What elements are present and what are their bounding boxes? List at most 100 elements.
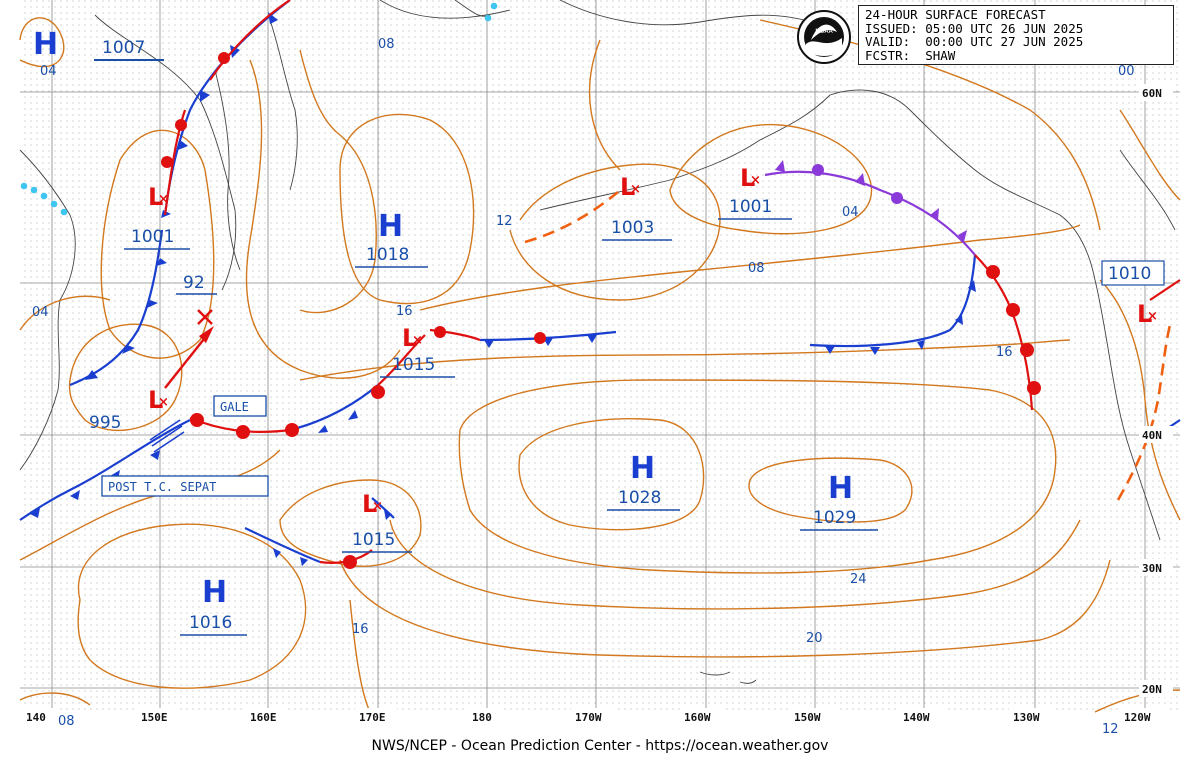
trough bbox=[524, 190, 619, 244]
svg-text:140: 140 bbox=[26, 711, 46, 724]
isobar bbox=[299, 49, 377, 314]
cold-front bbox=[371, 497, 395, 519]
header-title: 24-HOUR SURFACE FORECAST bbox=[865, 7, 1046, 22]
warm-front bbox=[1149, 279, 1181, 301]
forecast-track bbox=[164, 309, 214, 389]
low-cross: × bbox=[158, 395, 169, 410]
isobar bbox=[19, 692, 91, 706]
svg-text:20N: 20N bbox=[1142, 683, 1162, 696]
tc-note-box bbox=[101, 475, 269, 497]
low-cross: × bbox=[630, 182, 641, 197]
footer-credit: NWS/NCEP - Ocean Prediction Center - htt… bbox=[371, 738, 829, 754]
high-symbol: H bbox=[828, 471, 853, 506]
isobar bbox=[419, 224, 1081, 311]
warm-front-bumps bbox=[161, 52, 1041, 569]
low-symbol: L bbox=[402, 324, 417, 352]
dotted-background bbox=[20, 0, 1180, 712]
isobar bbox=[19, 17, 65, 68]
coastlines bbox=[19, 0, 1176, 684]
cold-front bbox=[479, 330, 617, 342]
isobar bbox=[19, 295, 111, 331]
pressure-value: 1028 bbox=[618, 488, 661, 508]
svg-text:150E: 150E bbox=[141, 711, 168, 724]
svg-text:160E: 160E bbox=[250, 711, 277, 724]
isobar bbox=[299, 339, 1071, 381]
troughs bbox=[524, 190, 1172, 501]
svg-text:40N: 40N bbox=[1142, 429, 1162, 442]
isobar bbox=[458, 379, 1057, 574]
isobar-label: 08 bbox=[748, 261, 765, 276]
wind-barbs bbox=[149, 419, 185, 453]
isobar-label: 04 bbox=[32, 305, 49, 320]
pressure-value: 1029 bbox=[813, 508, 856, 528]
warning-labels: GALE POST T.C. SEPAT bbox=[101, 395, 269, 497]
isobar-label: 16 bbox=[996, 345, 1013, 360]
isobar bbox=[669, 123, 873, 235]
ice-dots bbox=[20, 2, 498, 216]
isobar bbox=[349, 599, 371, 713]
isobar bbox=[68, 323, 183, 432]
low-symbol: L bbox=[362, 490, 377, 518]
isobar bbox=[77, 523, 307, 689]
isobar-label: 24 bbox=[850, 572, 867, 587]
svg-text:170W: 170W bbox=[575, 711, 602, 724]
high-symbol: H bbox=[202, 575, 227, 610]
noaa-logo: NOAA bbox=[797, 10, 851, 64]
low-symbol: L bbox=[148, 386, 163, 414]
isobar-label: 16 bbox=[352, 622, 369, 637]
high-symbol: H bbox=[378, 209, 403, 244]
isobar-label: 12 bbox=[496, 214, 513, 229]
pressure-value: 1015 bbox=[392, 355, 435, 375]
isobar bbox=[279, 479, 422, 567]
longitude-labels: 140 150E 160E 170E 180 170W 160W 150W 14… bbox=[22, 708, 1166, 725]
svg-text:60N: 60N bbox=[1142, 87, 1162, 100]
low-symbol: L bbox=[620, 173, 635, 201]
svg-text:130W: 130W bbox=[1013, 711, 1040, 724]
isobar-label: 04 bbox=[40, 64, 57, 79]
isobar-labels: 04 08 04 12 04 08 16 16 24 20 16 00 08 1… bbox=[32, 37, 1135, 737]
svg-text:170E: 170E bbox=[359, 711, 386, 724]
svg-text:30N: 30N bbox=[1142, 562, 1162, 575]
tc-note-label: POST T.C. SEPAT bbox=[108, 480, 216, 494]
svg-text:120W: 120W bbox=[1124, 711, 1151, 724]
svg-text:140W: 140W bbox=[903, 711, 930, 724]
isobar bbox=[339, 559, 1111, 658]
isobar bbox=[100, 129, 215, 359]
low-symbol: L bbox=[740, 164, 755, 192]
pressure-value: 1001 bbox=[729, 197, 772, 217]
isobars bbox=[19, 17, 1181, 713]
isobar-label: 08 bbox=[58, 714, 75, 729]
pressure-value: 1007 bbox=[102, 38, 145, 58]
pressure-value: 92 bbox=[183, 273, 205, 293]
pressure-value: 1018 bbox=[366, 245, 409, 265]
high-symbol: H bbox=[33, 27, 58, 62]
pressure-value: 1010 bbox=[1108, 264, 1151, 284]
isobar bbox=[339, 113, 475, 305]
low-symbol: L bbox=[148, 183, 163, 211]
warm-front bbox=[377, 334, 426, 386]
isobar bbox=[588, 39, 621, 171]
svg-text:180: 180 bbox=[472, 711, 492, 724]
isobar bbox=[748, 457, 913, 523]
low-cross: × bbox=[750, 173, 761, 188]
warm-front bbox=[209, 0, 291, 81]
isobar-label: 12 bbox=[1102, 722, 1119, 737]
latitude-labels: 60N 40N 30N 20N bbox=[1139, 84, 1173, 697]
low-symbol: L bbox=[1137, 300, 1152, 328]
occluded-front bbox=[764, 160, 976, 256]
trough bbox=[1116, 324, 1172, 501]
isobar-label: 00 bbox=[1118, 64, 1135, 79]
cold-front bbox=[244, 527, 321, 564]
header-issued: ISSUED: 05:00 UTC 26 JUN 2025 bbox=[865, 20, 1084, 36]
gale-box bbox=[213, 395, 267, 417]
pressure-value: 1015 bbox=[352, 530, 395, 550]
pressure-value: 995 bbox=[89, 413, 121, 433]
pressure-value: 1003 bbox=[611, 218, 654, 238]
svg-text:NOAA: NOAA bbox=[815, 28, 833, 35]
pressure-value: 1001 bbox=[131, 227, 174, 247]
isobar-label: 16 bbox=[396, 304, 413, 319]
header-valid: VALID: 00:00 UTC 27 JUN 2025 bbox=[865, 34, 1084, 49]
pressure-value: 1016 bbox=[189, 613, 232, 633]
forecast-header: 24-HOUR SURFACE FORECAST ISSUED: 05:00 U… bbox=[858, 5, 1174, 65]
